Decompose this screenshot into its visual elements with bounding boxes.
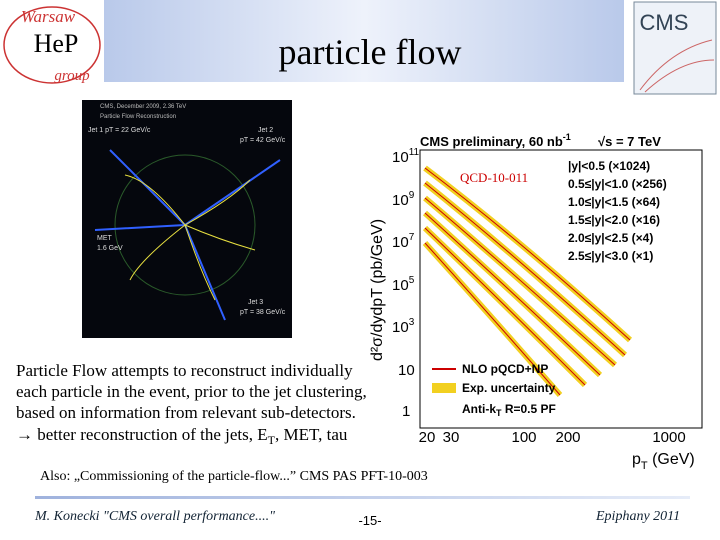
legend-data-sub: T [496, 408, 502, 418]
legend-data: Anti-k [462, 402, 496, 416]
legend-entry: |y|<0.5 (×1024) [568, 159, 650, 173]
legend-data-rest: R=0.5 PF [502, 402, 556, 416]
tick-base: 10 [392, 319, 409, 336]
event-subtitle: Particle Flow Reconstruction [100, 114, 176, 120]
event-label: pT = 42 GeV/c [240, 137, 286, 144]
fit-legend: NLO pQCD+NP Exp. uncertainty Anti-kT R=0… [432, 362, 556, 418]
y-tick-label: 1 [402, 403, 410, 420]
legend-entry: Anti-kT R=0.5 PF [462, 402, 556, 418]
plot-title-exp: -1 [563, 132, 571, 142]
legend-entry: 0.5≤|y|<1.0 (×256) [568, 177, 667, 191]
tick-base: 10 [392, 277, 409, 294]
y-axis-label: d²σ/dydpT (pb/GeV) [369, 219, 386, 361]
detector-ring [114, 154, 256, 296]
tick-exp: 5 [409, 275, 415, 286]
logo-tracks [639, 39, 715, 93]
body-text: → better reconstruction of the jets, E [16, 425, 268, 444]
x-label-main: p [632, 451, 641, 468]
footer-author: M. Konecki "CMS overall performance...." [34, 509, 275, 524]
tracks [124, 174, 256, 301]
body-line: → better reconstruction of the jets, ET,… [16, 425, 348, 447]
x-tick-label: 1000 [652, 429, 685, 446]
x-axis-label: pT (GeV) [632, 451, 695, 472]
event-caption: CMS, December 2009, 2.36 TeV [100, 104, 186, 110]
event-label: Jet 1 pT = 22 GeV/c [88, 127, 151, 134]
title: particle flow [279, 32, 462, 72]
tick-base: 10 [392, 234, 409, 251]
plot: CMS preliminary, 60 nb-1 √s = 7 TeV QCD-… [369, 132, 703, 472]
logo-bottom: group [54, 68, 90, 84]
x-tick-label: 30 [443, 429, 460, 446]
body-text: , MET, tau [275, 425, 348, 444]
y-tick-label: 10 [398, 362, 415, 379]
legend-box [432, 383, 456, 393]
body-line: based on information from relevant sub-d… [16, 403, 356, 422]
plot-energy: √s = 7 TeV [598, 134, 661, 149]
y-tick-label: 103 [392, 317, 415, 336]
tick-exp: 3 [409, 317, 415, 328]
jet-axes [94, 149, 281, 321]
plot-title-text: CMS preliminary, 60 nb [420, 134, 563, 149]
logo-right: CMS [633, 1, 717, 95]
y-tick-label: 107 [392, 232, 415, 251]
tick-exp: 11 [409, 147, 420, 158]
event-label: pT = 38 GeV/c [240, 309, 286, 316]
y-tick-label: 1011 [392, 147, 420, 166]
body-line: each particle in the event, prior to the… [16, 382, 367, 401]
y-tick-label: 109 [392, 190, 415, 209]
legend-entry: 2.5≤|y|<3.0 (×1) [568, 249, 653, 263]
legend-entry: 1.5≤|y|<2.0 (×16) [568, 213, 660, 227]
event-label: Jet 2 [258, 127, 273, 134]
note: Also: „Commissioning of the particle-flo… [40, 469, 428, 484]
legend-entry: NLO pQCD+NP [462, 362, 548, 376]
event-label: 1.6 GeV [97, 245, 123, 252]
event-label: Jet 3 [248, 299, 263, 306]
series-legend: |y|<0.5 (×1024) 0.5≤|y|<1.0 (×256) 1.0≤|… [568, 159, 667, 263]
logo-left: Warsaw HeP group [3, 6, 101, 84]
logo-box [633, 1, 717, 95]
header-band [104, 0, 624, 82]
logo-text: CMS [640, 10, 689, 35]
x-label-unit: (GeV) [648, 451, 695, 468]
tick-exp: 9 [409, 190, 415, 201]
event-display: CMS, December 2009, 2.36 TeV Particle Fl… [82, 100, 292, 338]
footer-event: Epiphany 2011 [595, 509, 680, 524]
x-tick-label: 100 [511, 429, 536, 446]
y-tick-label: 105 [392, 275, 415, 294]
tick-base: 10 [392, 149, 409, 166]
plot-reference: QCD-10-011 [460, 170, 528, 185]
logo-top: Warsaw [21, 7, 76, 26]
logo-ring [3, 6, 101, 84]
plot-title: CMS preliminary, 60 nb-1 [420, 132, 571, 149]
legend-entry: 2.0≤|y|<2.5 (×4) [568, 231, 653, 245]
x-label-sub: T [641, 460, 648, 472]
footer-rule [35, 496, 690, 499]
x-tick-label: 200 [555, 429, 580, 446]
tick-base: 10 [392, 192, 409, 209]
body-line: Particle Flow attempts to reconstruct in… [16, 361, 353, 380]
body: Particle Flow attempts to reconstruct in… [16, 361, 367, 447]
y-ticks: 1011 109 107 105 103 10 1 [392, 147, 420, 420]
body-sub: T [268, 433, 276, 447]
event-label: MET [97, 235, 113, 242]
footer-page: -15- [358, 513, 381, 528]
spectra [422, 165, 633, 397]
event-bg [82, 100, 292, 338]
x-ticks: 20 30 100 200 1000 [419, 429, 686, 446]
legend-entry: 1.0≤|y|<1.5 (×64) [568, 195, 660, 209]
x-tick-label: 20 [419, 429, 436, 446]
tick-exp: 7 [409, 232, 415, 243]
legend-entry: Exp. uncertainty [462, 381, 556, 395]
logo-middle: HeP [34, 29, 79, 58]
